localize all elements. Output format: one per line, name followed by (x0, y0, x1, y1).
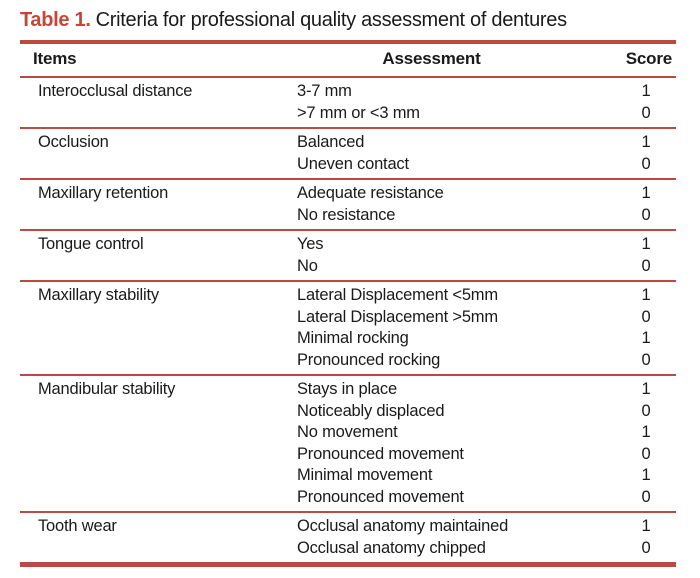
assessment-cell: Lateral Displacement >5mm (297, 307, 498, 326)
score-cell: 0 (641, 256, 651, 275)
item-cell: Mandibular stability (38, 380, 176, 398)
criteria-group: Tooth wear Occlusal anatomy maintained 1 Oc… (20, 512, 676, 565)
table-row: Pronounced movement 0 (20, 487, 676, 513)
column-header-assessment: Assessment (297, 40, 616, 78)
table-row: Mandibular stability Stays in place 1 (20, 375, 676, 401)
table-row: Lateral Displacement >5mm 0 (20, 307, 676, 329)
assessment-cell: Pronounced movement (297, 487, 464, 506)
score-cell: 0 (641, 538, 651, 557)
item-cell: Maxillary stability (38, 286, 159, 304)
item-cell: Tongue control (38, 235, 144, 253)
assessment-cell: No movement (297, 423, 398, 441)
assessment-cell: Yes (297, 235, 324, 253)
item-cell: Tooth wear (38, 517, 117, 535)
score-cell: 1 (641, 466, 651, 484)
score-cell: 0 (641, 487, 651, 506)
table-row: Maxillary stability Lateral Displacement … (20, 281, 676, 307)
score-cell: 1 (641, 423, 651, 441)
score-cell: 0 (641, 154, 651, 173)
column-header-items: Items (20, 40, 297, 78)
table-row: Maxillary retention Adequate resistance 1 (20, 179, 676, 205)
table-caption-text: Criteria for professional quality assess… (95, 9, 568, 31)
score-cell: 1 (641, 235, 651, 253)
criteria-table: Items Assessment Score Interocclusal dis… (20, 40, 676, 567)
assessment-cell: Lateral Displacement <5mm (297, 286, 498, 304)
item-cell: Maxillary retention (38, 184, 169, 202)
score-cell: 1 (641, 329, 651, 347)
item-cell: Interocclusal distance (38, 82, 193, 100)
table-row: No movement 1 (20, 422, 676, 444)
assessment-cell: Occlusal anatomy chipped (297, 538, 486, 557)
score-cell: 0 (641, 307, 651, 326)
table-row: Tooth wear Occlusal anatomy maintained 1 (20, 512, 676, 538)
assessment-cell: Minimal rocking (297, 329, 409, 347)
table-row: Interocclusal distance 3-7 mm 1 (20, 77, 676, 103)
table-row: Minimal rocking 1 (20, 328, 676, 350)
table-row: No 0 (20, 256, 676, 282)
score-cell: 0 (641, 350, 651, 369)
column-header-score: Score (616, 40, 676, 78)
assessment-cell: >7 mm or <3 mm (297, 103, 420, 122)
score-cell: 0 (641, 444, 651, 463)
table-row: Occlusion Balanced 1 (20, 128, 676, 154)
score-cell: 1 (641, 517, 651, 535)
score-cell: 0 (641, 103, 651, 122)
score-cell: 1 (641, 380, 651, 398)
score-cell: 0 (641, 401, 651, 420)
table-row: Occlusal anatomy chipped 0 (20, 538, 676, 565)
assessment-cell: Uneven contact (297, 154, 409, 173)
score-cell: 1 (641, 82, 651, 100)
score-cell: 0 (641, 205, 651, 224)
table-row: No resistance 0 (20, 205, 676, 231)
assessment-cell: Occlusal anatomy maintained (297, 517, 509, 535)
assessment-cell: No (297, 256, 318, 275)
table-header-row: Items Assessment Score (20, 40, 676, 78)
table-row: Pronounced rocking 0 (20, 350, 676, 376)
assessment-cell: No resistance (297, 205, 396, 224)
assessment-cell: Adequate resistance (297, 184, 444, 202)
assessment-cell: Noticeably displaced (297, 401, 445, 420)
table-caption-label: Table 1. (20, 9, 91, 31)
table-row: Noticeably displaced 0 (20, 401, 676, 423)
item-cell: Occlusion (38, 133, 109, 151)
assessment-cell: 3-7 mm (297, 82, 352, 100)
table-caption: Table 1. Criteria for professional qualit… (20, 9, 567, 32)
score-cell: 1 (641, 133, 651, 151)
assessment-cell: Pronounced movement (297, 444, 464, 463)
assessment-cell: Pronounced rocking (297, 350, 441, 369)
criteria-group: Maxillary stability Lateral Displacement … (20, 281, 676, 375)
table-row: Pronounced movement 0 (20, 444, 676, 466)
criteria-group: Mandibular stability Stays in place 1 Notic… (20, 375, 676, 512)
table-row: Tongue control Yes 1 (20, 230, 676, 256)
criteria-group: Tongue control Yes 1 No 0 (20, 230, 676, 281)
table-row: Uneven contact 0 (20, 154, 676, 180)
assessment-cell: Stays in place (297, 380, 397, 398)
criteria-group: Interocclusal distance 3-7 mm 1 >7 mm or <3… (20, 77, 676, 128)
table-row: >7 mm or <3 mm 0 (20, 103, 676, 129)
assessment-cell: Minimal movement (297, 466, 433, 484)
criteria-group: Maxillary retention Adequate resistance 1 N… (20, 179, 676, 230)
criteria-group: Occlusion Balanced 1 Uneven contact 0 (20, 128, 676, 179)
score-cell: 1 (641, 184, 651, 202)
assessment-cell: Balanced (297, 133, 365, 151)
table-row: Minimal movement 1 (20, 465, 676, 487)
score-cell: 1 (641, 286, 651, 304)
